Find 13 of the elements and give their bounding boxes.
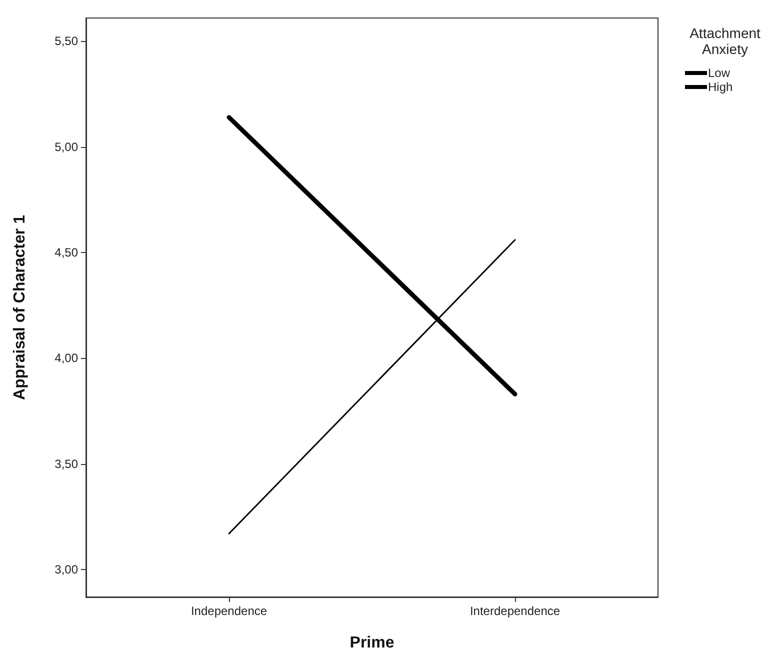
y-tick-label: 5,50 (54, 34, 78, 48)
x-tick-label: Independence (190, 604, 268, 618)
x-axis-title: Prime (350, 634, 394, 652)
y-tick-label: 3,00 (54, 562, 78, 577)
y-tick-label: 4,00 (54, 351, 78, 366)
y-tick-label: 4,50 (54, 246, 78, 260)
legend-label: High (708, 80, 733, 94)
y-axis-title: Appraisal of Character 1 (12, 214, 28, 400)
legend-title: Attachment Anxiety (690, 25, 761, 57)
legend-label: Low (708, 66, 730, 80)
y-tick-label: 5,00 (54, 140, 78, 154)
y-tick-label: 3,50 (54, 456, 78, 471)
x-tick-label: Interdependence (470, 604, 560, 618)
